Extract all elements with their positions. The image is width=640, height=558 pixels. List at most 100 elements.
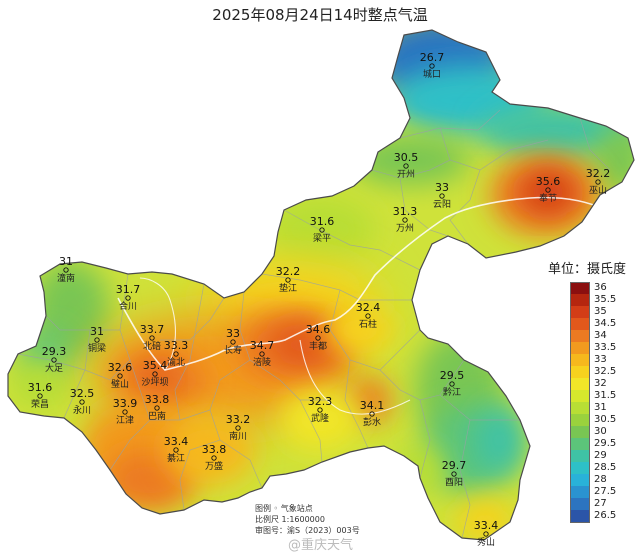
station-dot	[449, 381, 455, 387]
footer-approval-line: 审图号：渝S（2023）003号	[255, 526, 360, 535]
station-dot	[173, 447, 179, 453]
district-boundaries	[17, 109, 611, 539]
station-dot	[315, 335, 321, 341]
station-temperature: 32.4	[356, 301, 381, 314]
station-dot	[285, 277, 291, 283]
station-temperature: 34.6	[306, 323, 331, 336]
station-marker: 33.8 巴南	[145, 393, 170, 422]
legend-swatch	[570, 498, 590, 510]
station-temperature: 32.5	[70, 387, 95, 400]
wujiang-river	[299, 339, 411, 415]
footer-legend-line: 图例 ◦ 气象站点	[255, 504, 313, 513]
legend-swatch	[570, 318, 590, 330]
station-temperature: 31	[90, 325, 104, 338]
station-temperature: 31.7	[116, 283, 141, 296]
station-marker: 31.7 合川	[116, 283, 141, 312]
legend-swatch	[570, 414, 590, 426]
legend-label: 33	[594, 354, 607, 365]
station-temperature: 29.3	[42, 345, 67, 358]
station-dot	[402, 217, 408, 223]
legend-swatch	[570, 282, 590, 295]
station-marker: 33.8 万盛	[202, 443, 227, 472]
station-name: 大足	[45, 362, 63, 374]
station-marker: 34.6 丰都	[306, 323, 331, 352]
legend-label: 27.5	[594, 486, 617, 497]
station-temperature: 29.5	[440, 369, 465, 382]
station-dot	[545, 187, 551, 193]
station-name: 丰都	[309, 340, 327, 352]
station-name: 开州	[397, 169, 415, 180]
station-marker: 31.3 万州	[393, 205, 418, 234]
station-name: 江津	[116, 415, 134, 426]
station-marker: 34.1 彭水	[360, 399, 385, 428]
legend-swatch	[570, 330, 590, 342]
station-dot	[94, 337, 100, 343]
station-marker: 33.7 北碚	[140, 323, 165, 352]
map-footer: 图例 ◦ 气象站点 比例尺 1:1600000 审图号：渝S（2023）003号	[255, 503, 360, 536]
station-name: 垫江	[279, 282, 297, 294]
station-temperature: 34.1	[360, 399, 385, 412]
station-dot	[149, 335, 155, 341]
station-temperature: 32.2	[276, 265, 301, 278]
station-dot	[122, 409, 128, 415]
color-legend: 36 35.5 35 34.5 34 33.5 33 32.5 32 31.5 31 30.5 30 29…	[570, 282, 640, 527]
station-name: 巫山	[589, 185, 607, 196]
station-dot	[451, 471, 457, 477]
station-dot	[317, 407, 323, 413]
station-dot	[403, 163, 409, 169]
station-temperature: 31.6	[28, 381, 53, 394]
legend-label: 35	[594, 306, 607, 317]
station-name: 沙坪坝	[141, 377, 168, 388]
station-marker: 35.4 沙坪坝	[141, 359, 168, 388]
station-temperature: 31	[59, 255, 73, 268]
station-temperature: 33.4	[474, 519, 499, 532]
station-dot	[51, 357, 57, 363]
station-temperature: 33.4	[164, 435, 189, 448]
station-dot	[211, 455, 217, 461]
station-temperature: 31.6	[310, 215, 335, 228]
station-marker: 32.5 永川	[70, 387, 95, 416]
station-name: 綦江	[167, 452, 185, 464]
station-marker: 32.2 巫山	[586, 167, 611, 196]
map-title: 2025年08月24日14时整点气温	[212, 6, 428, 24]
watermark: @重庆天气	[288, 538, 354, 553]
station-dot	[483, 531, 489, 537]
station-marker: 29.3 大足	[42, 345, 67, 374]
station-name: 酉阳	[445, 477, 463, 488]
station-temperature: 35.4	[143, 359, 168, 372]
station-marker: 33.4 秀山	[474, 519, 499, 548]
station-name: 云阳	[433, 199, 451, 210]
station-marker: 26.7 城口	[420, 51, 445, 80]
legend-label: 26.5	[594, 510, 617, 521]
station-temperature: 33	[435, 181, 449, 194]
station-dot	[230, 339, 236, 345]
station-name: 渝北	[167, 356, 185, 368]
station-dot	[365, 313, 371, 319]
legend-label: 29.5	[594, 438, 617, 449]
station-temperature: 32.6	[108, 361, 133, 374]
station-name: 铜梁	[88, 342, 106, 354]
station-name: 南川	[229, 430, 247, 442]
station-name: 彭水	[363, 416, 381, 428]
legend-label: 36	[594, 282, 607, 293]
station-marker: 34.7 涪陵	[250, 339, 275, 368]
station-temperature: 33.3	[164, 339, 189, 352]
legend-label: 35.5	[594, 294, 617, 305]
legend-swatch	[570, 342, 590, 354]
legend-swatch	[570, 510, 590, 523]
station-dot	[319, 227, 325, 233]
station-dot	[154, 405, 160, 411]
station-dot	[595, 179, 601, 185]
legend-swatch	[570, 438, 590, 450]
station-marker: 33.4 綦江	[164, 435, 189, 464]
station-temperature: 33.8	[145, 393, 170, 406]
legend-label: 31.5	[594, 390, 617, 401]
station-marker: 33.3 渝北	[164, 339, 189, 368]
station-dot	[37, 393, 43, 399]
legend-label: 34	[594, 330, 607, 341]
legend-swatch	[570, 366, 590, 378]
station-marker: 35.6 奉节	[536, 175, 561, 204]
legend-label: 33.5	[594, 342, 617, 353]
station-marker: 32.6 璧山	[108, 361, 133, 390]
station-name: 璧山	[111, 378, 129, 390]
